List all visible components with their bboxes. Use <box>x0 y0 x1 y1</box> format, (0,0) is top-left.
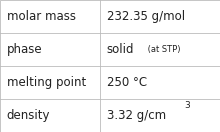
Text: 3: 3 <box>184 101 190 110</box>
Text: molar mass: molar mass <box>7 10 76 23</box>
Text: density: density <box>7 109 50 122</box>
Text: solid: solid <box>107 43 134 56</box>
Text: 3.32 g/cm: 3.32 g/cm <box>107 109 166 122</box>
Text: 250 °C: 250 °C <box>107 76 147 89</box>
Text: phase: phase <box>7 43 42 56</box>
Text: 232.35 g/mol: 232.35 g/mol <box>107 10 185 23</box>
Text: (at STP): (at STP) <box>145 45 181 54</box>
Text: melting point: melting point <box>7 76 86 89</box>
